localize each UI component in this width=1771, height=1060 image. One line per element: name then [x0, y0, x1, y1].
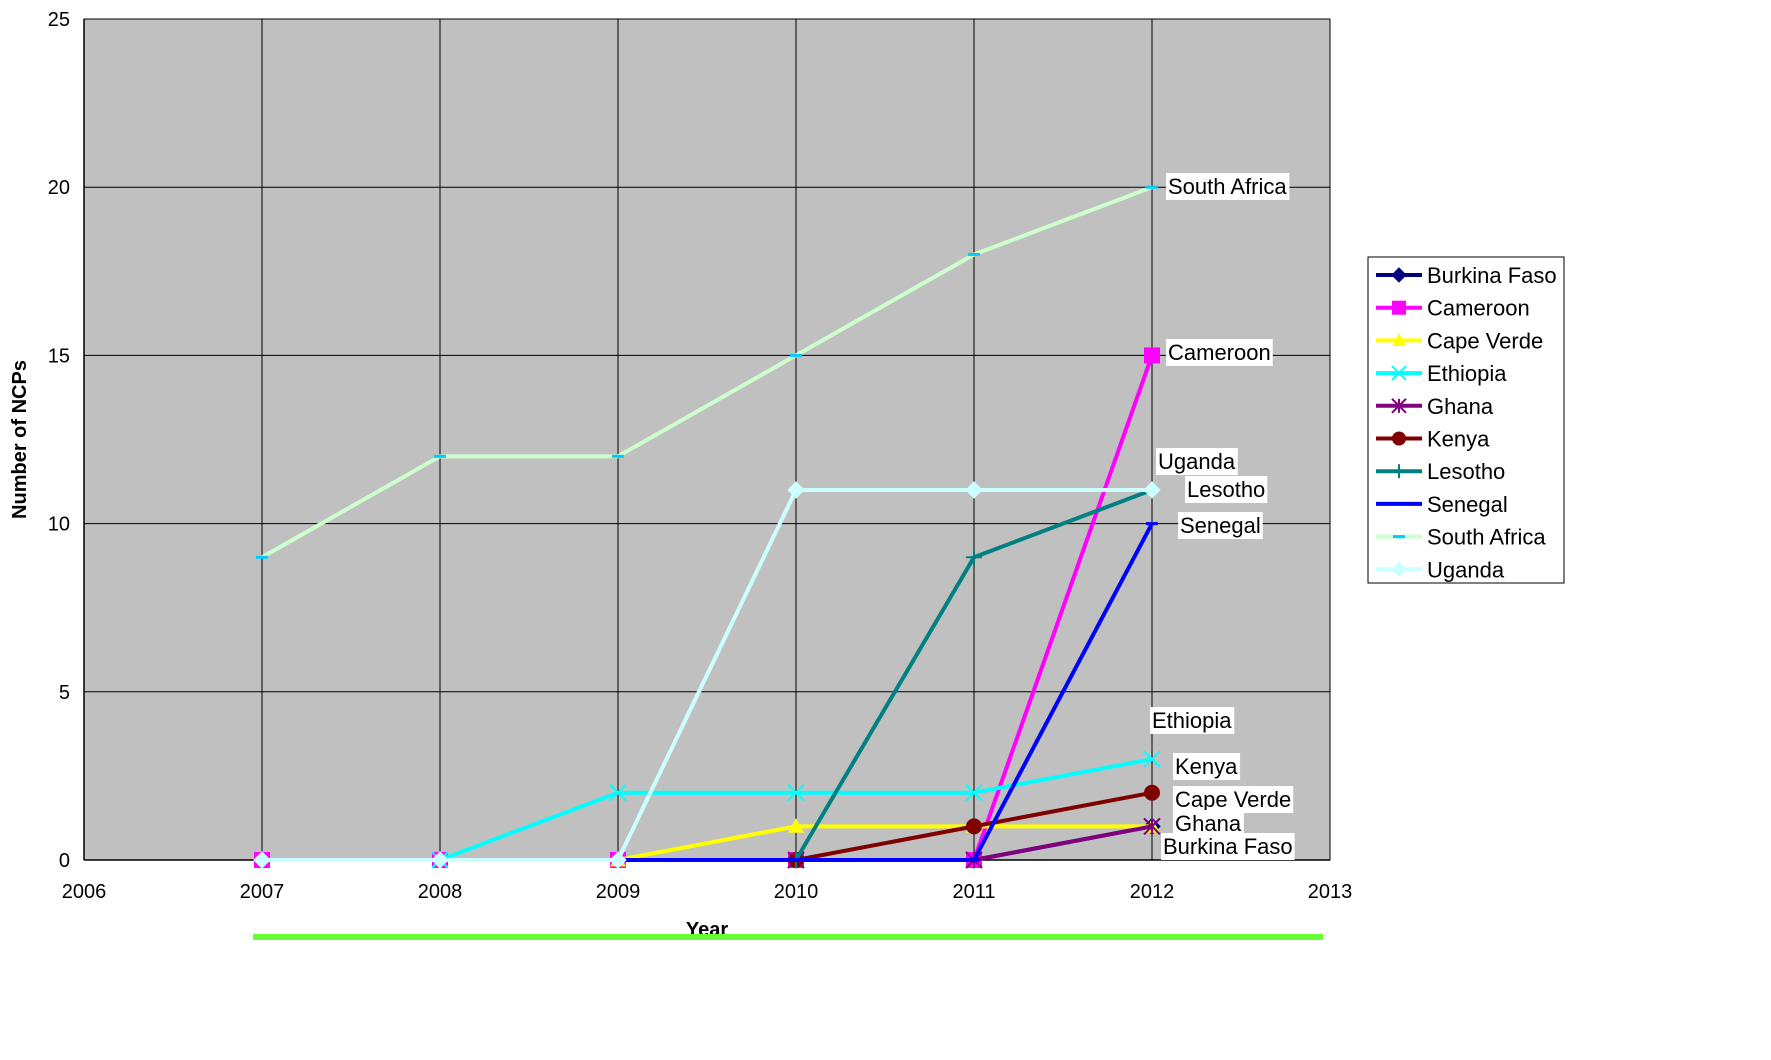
- legend-item: Ghana: [1376, 394, 1494, 419]
- end-labels: Burkina Faso Cameroon Cape Verde Ethiopia Gh…: [1150, 173, 1295, 860]
- legend-item: Lesotho: [1376, 459, 1505, 484]
- y-tick-label: 20: [48, 177, 70, 199]
- data-label-bg: [1150, 707, 1235, 734]
- series-uganda: [253, 481, 1161, 869]
- marker: [1392, 431, 1406, 446]
- x-tick-label: 2011: [952, 881, 995, 903]
- marker: [787, 481, 805, 499]
- plot-area: [83, 18, 1331, 861]
- data-label-bg: [1185, 476, 1268, 503]
- series-line: [618, 522, 1154, 862]
- x-tick-label: 2008: [418, 881, 463, 903]
- data-label: Burkina Faso: [1163, 834, 1293, 859]
- marker: [966, 818, 982, 835]
- marker: [1392, 300, 1406, 315]
- legend-item: Ethiopia: [1376, 361, 1507, 386]
- legend-label: Burkina Faso: [1427, 263, 1557, 288]
- series-ethiopia: [431, 750, 1161, 869]
- data-label-bg: [1156, 448, 1238, 475]
- marker: [1392, 333, 1406, 346]
- legend-label: Lesotho: [1427, 459, 1505, 484]
- legend-item: South Africa: [1376, 525, 1546, 550]
- data-label-bg: [1161, 833, 1295, 860]
- legend-item: Cape Verde: [1376, 328, 1543, 353]
- marker: [1391, 267, 1407, 283]
- marker: [1143, 481, 1161, 499]
- marker: [1391, 398, 1407, 414]
- data-label: Ethiopia: [1152, 708, 1232, 733]
- data-label: Uganda: [1158, 449, 1236, 474]
- series-line: [262, 487, 1152, 862]
- legend-item: Cameroon: [1376, 296, 1530, 321]
- data-label: Kenya: [1175, 754, 1238, 779]
- legend-label: South Africa: [1427, 525, 1546, 550]
- marker: [1392, 464, 1406, 479]
- series-layer: [253, 185, 1161, 869]
- data-label-bg: [1166, 339, 1273, 366]
- marker: [787, 784, 805, 802]
- y-tick-label: 5: [59, 682, 70, 704]
- data-label-bg: [1173, 810, 1244, 837]
- legend-label: Kenya: [1427, 427, 1490, 452]
- series-south-africa: [256, 185, 1158, 559]
- data-label: Cameroon: [1168, 340, 1271, 365]
- marker: [609, 784, 627, 802]
- data-label: Cape Verde: [1175, 787, 1291, 812]
- marker: [965, 481, 983, 499]
- legend-item: Kenya: [1376, 427, 1490, 452]
- y-tick-label: 0: [59, 850, 70, 872]
- legend-item: Burkina Faso: [1376, 263, 1557, 288]
- marker: [966, 549, 982, 566]
- data-label: Ghana: [1175, 811, 1242, 836]
- x-tick-label: 2013: [1308, 881, 1353, 903]
- data-label-bg: [1166, 173, 1290, 200]
- y-tick-label: 15: [48, 345, 70, 367]
- data-label-bg: [1178, 512, 1263, 539]
- x-tick-label: 2009: [596, 881, 641, 903]
- legend-label: Ghana: [1427, 394, 1494, 419]
- x-tick-label: 2012: [1130, 881, 1175, 903]
- marker: [1391, 561, 1407, 578]
- x-tick-label: 2007: [240, 881, 285, 903]
- legend-label: Senegal: [1427, 492, 1508, 517]
- series-line: [617, 824, 1152, 862]
- marker: [609, 851, 627, 869]
- marker: [965, 784, 983, 802]
- data-label: Lesotho: [1187, 477, 1265, 502]
- marker: [1143, 750, 1161, 768]
- data-label: Senegal: [1180, 513, 1261, 538]
- legend-item: Uganda: [1376, 557, 1505, 582]
- legend-label: Ethiopia: [1427, 361, 1507, 386]
- x-tick-label: 2010: [774, 881, 819, 903]
- marker: [1391, 365, 1407, 381]
- data-label-bg: [1173, 753, 1241, 780]
- data-label: South Africa: [1168, 174, 1287, 199]
- y-axis-title: Number of NCPs: [9, 360, 31, 519]
- marker: [1144, 784, 1160, 801]
- marker: [1144, 347, 1160, 364]
- y-tick-label: 25: [48, 9, 70, 31]
- legend-item: Senegal: [1376, 492, 1508, 517]
- marker: [431, 851, 449, 869]
- legend-label: Cameroon: [1427, 296, 1530, 321]
- marker: [1143, 817, 1161, 836]
- footer-bar: [253, 934, 1323, 940]
- series-line: [261, 185, 1153, 559]
- legend-label: Cape Verde: [1427, 328, 1543, 353]
- data-label-bg: [1173, 786, 1294, 813]
- grid-lines: [83, 18, 1331, 861]
- legend-label: Uganda: [1427, 557, 1505, 582]
- tick-labels: 2006 2007 2008 2009 2010 2011 2012 2013 0 5 10 15 20…: [48, 9, 1353, 903]
- y-tick-label: 10: [48, 514, 70, 536]
- x-tick-label: 2006: [62, 881, 107, 903]
- marker: [788, 818, 804, 833]
- legend: Burkina Faso Cameroon Cape Verde Ethiopia Gh…: [1367, 256, 1565, 584]
- marker: [253, 851, 271, 869]
